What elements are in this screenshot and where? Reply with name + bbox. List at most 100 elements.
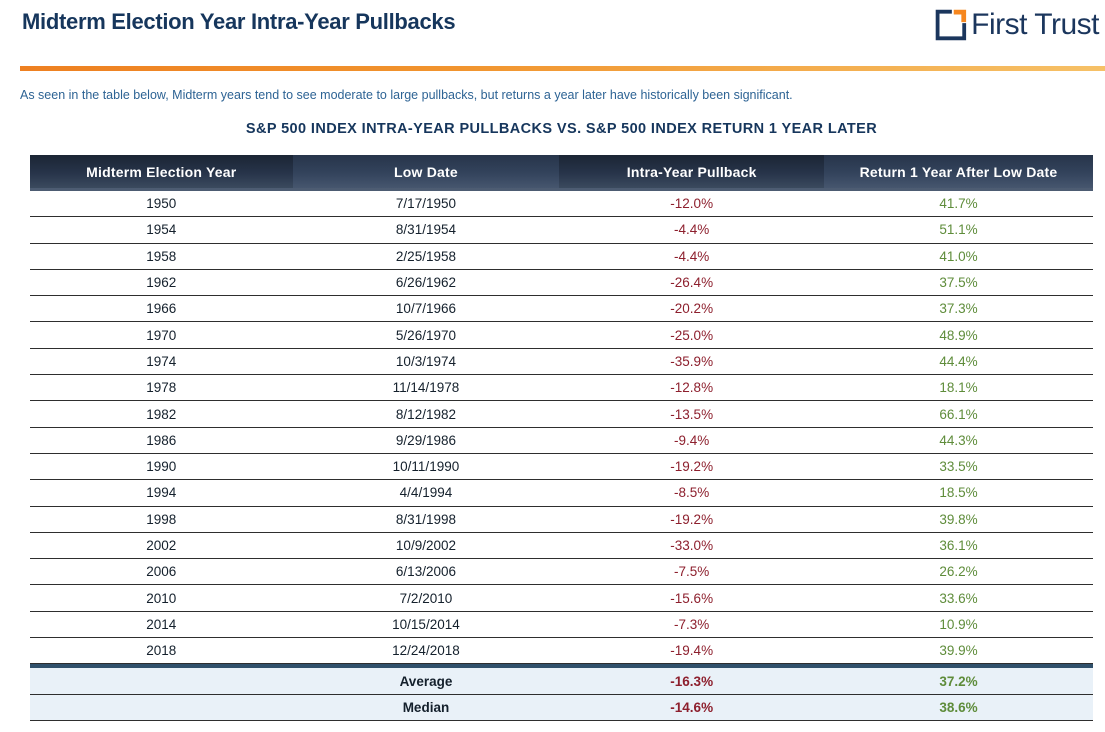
- return-cell: 44.3%: [939, 432, 978, 448]
- year-cell: 1986: [146, 432, 177, 448]
- year-cell: 1990: [146, 459, 177, 475]
- summary-return-cell: 37.2%: [939, 673, 978, 689]
- low-date-cell: 8/31/1998: [395, 511, 456, 527]
- summary-pullback-cell: -14.6%: [670, 700, 714, 716]
- table-row: 1966 10/7/1966 -20.2% 37.3%: [30, 296, 1093, 323]
- low-date-cell: 10/3/1974: [395, 353, 456, 369]
- table-row: 2002 10/9/2002 -33.0% 36.1%: [30, 533, 1093, 560]
- table-row: 2014 10/15/2014 -7.3% 10.9%: [30, 612, 1093, 639]
- summary-row: Median -14.6% 38.6%: [30, 694, 1093, 722]
- brand-name: First Trust: [971, 8, 1099, 41]
- table-row: 1994 4/4/1994 -8.5% 18.5%: [30, 480, 1093, 507]
- return-cell: 10.9%: [939, 616, 978, 632]
- summary-pullback-cell: -16.3%: [670, 673, 714, 689]
- table-row: 2018 12/24/2018 -19.4% 39.9%: [30, 638, 1093, 665]
- pullback-cell: -12.0%: [670, 196, 714, 212]
- table-row: 2010 7/2/2010 -15.6% 33.6%: [30, 585, 1093, 612]
- column-header-midterm-election-year: Midterm Election Year: [30, 155, 293, 188]
- return-cell: 41.7%: [939, 196, 978, 212]
- return-cell: 51.1%: [939, 222, 978, 238]
- pullback-cell: -13.5%: [670, 406, 714, 422]
- table-title: S&P 500 INDEX INTRA-YEAR PULLBACKS VS. S…: [245, 121, 878, 137]
- table-row: 1982 8/12/1982 -13.5% 66.1%: [30, 401, 1093, 428]
- return-cell: 18.5%: [939, 485, 978, 501]
- return-cell: 18.1%: [939, 380, 978, 396]
- year-cell: 1966: [146, 301, 177, 317]
- column-header-return-1-year: Return 1 Year After Low Date: [824, 155, 1093, 188]
- pullback-cell: -25.0%: [670, 327, 714, 343]
- pullback-cell: -15.6%: [670, 590, 714, 606]
- column-header-low-date: Low Date: [292, 155, 560, 188]
- low-date-cell: 9/29/1986: [395, 432, 456, 448]
- pullback-cell: -8.5%: [674, 485, 710, 501]
- year-cell: 1958: [146, 248, 177, 264]
- summary-return-cell: 38.6%: [939, 700, 978, 716]
- year-cell: 1954: [146, 222, 177, 238]
- low-date-cell: 6/26/1962: [395, 275, 456, 291]
- page-title: Midterm Election Year Intra-Year Pullbac…: [22, 9, 456, 34]
- column-header-intra-year-pullback: Intra-Year Pullback: [559, 155, 825, 188]
- pullback-cell: -19.2%: [670, 511, 714, 527]
- pullback-cell: -12.8%: [670, 380, 714, 396]
- low-date-cell: 7/17/1950: [395, 196, 456, 212]
- year-cell: 2018: [146, 643, 177, 659]
- return-cell: 66.1%: [939, 406, 978, 422]
- low-date-cell: 8/12/1982: [395, 406, 456, 422]
- return-cell: 39.9%: [939, 643, 978, 659]
- low-date-cell: 2/25/1958: [395, 248, 456, 264]
- low-date-cell: 10/9/2002: [395, 538, 456, 553]
- year-cell: 2010: [146, 590, 177, 606]
- accent-divider-bar: [20, 66, 1105, 71]
- return-cell: 37.3%: [939, 301, 978, 317]
- pullback-cell: -4.4%: [674, 222, 710, 238]
- return-cell: 33.6%: [939, 590, 978, 606]
- table-row: 2006 6/13/2006 -7.5% 26.2%: [30, 559, 1093, 586]
- return-cell: 41.0%: [939, 248, 978, 264]
- table-row: 1954 8/31/1954 -4.4% 51.1%: [30, 217, 1093, 244]
- low-date-cell: 6/13/2006: [395, 564, 456, 580]
- table-summary: Average -16.3% 37.2% Median -14.6% 38.6%: [30, 664, 1093, 722]
- year-cell: 1998: [146, 511, 177, 527]
- pullback-cell: -9.4%: [674, 432, 710, 448]
- low-date-cell: 10/7/1966: [395, 301, 456, 317]
- low-date-cell: 5/26/1970: [395, 327, 456, 343]
- pullback-cell: -26.4%: [670, 275, 714, 291]
- table-row: 1950 7/17/1950 -12.0% 41.7%: [30, 191, 1093, 218]
- pullback-cell: -4.4%: [674, 248, 710, 264]
- year-cell: 1982: [146, 406, 177, 422]
- low-date-cell: 10/11/1990: [392, 459, 460, 475]
- return-cell: 48.9%: [939, 327, 978, 343]
- low-date-cell: 7/2/2010: [399, 590, 453, 606]
- intro-text: As seen in the table below, Midterm year…: [20, 88, 793, 102]
- low-date-cell: 4/4/1994: [399, 485, 453, 501]
- table-row: 1962 6/26/1962 -26.4% 37.5%: [30, 270, 1093, 297]
- year-cell: 1994: [146, 485, 177, 501]
- year-cell: 2014: [146, 616, 177, 632]
- pullbacks-table: Midterm Election Year Low Date Intra-Yea…: [30, 155, 1093, 722]
- low-date-cell: 8/31/1954: [395, 222, 456, 238]
- first-trust-logo-icon: [930, 6, 968, 44]
- table-row: 1990 10/11/1990 -19.2% 33.5%: [30, 454, 1093, 481]
- pullback-cell: -20.2%: [670, 301, 714, 317]
- return-cell: 44.4%: [939, 353, 978, 369]
- table-header-row: Midterm Election Year Low Date Intra-Yea…: [30, 155, 1093, 191]
- year-cell: 1974: [146, 353, 177, 369]
- year-cell: 2002: [146, 538, 177, 553]
- return-cell: 39.8%: [939, 511, 978, 527]
- low-date-cell: 11/14/1978: [392, 380, 460, 396]
- year-cell: 1950: [146, 196, 177, 212]
- pullback-cell: -35.9%: [670, 353, 714, 369]
- summary-label: Median: [402, 700, 450, 716]
- table-row: 1958 2/25/1958 -4.4% 41.0%: [30, 244, 1093, 270]
- year-cell: 1978: [146, 380, 177, 396]
- return-cell: 26.2%: [939, 564, 978, 580]
- pullback-cell: -33.0%: [670, 538, 714, 553]
- return-cell: 33.5%: [939, 459, 978, 475]
- table-row: 1978 11/14/1978 -12.8% 18.1%: [30, 375, 1093, 402]
- pullback-cell: -19.4%: [670, 643, 714, 659]
- pullback-cell: -19.2%: [670, 459, 714, 475]
- return-cell: 37.5%: [939, 275, 978, 291]
- year-cell: 1970: [146, 327, 177, 343]
- table-body: 1950 7/17/1950 -12.0% 41.7% 1954 8/31/19…: [30, 191, 1093, 665]
